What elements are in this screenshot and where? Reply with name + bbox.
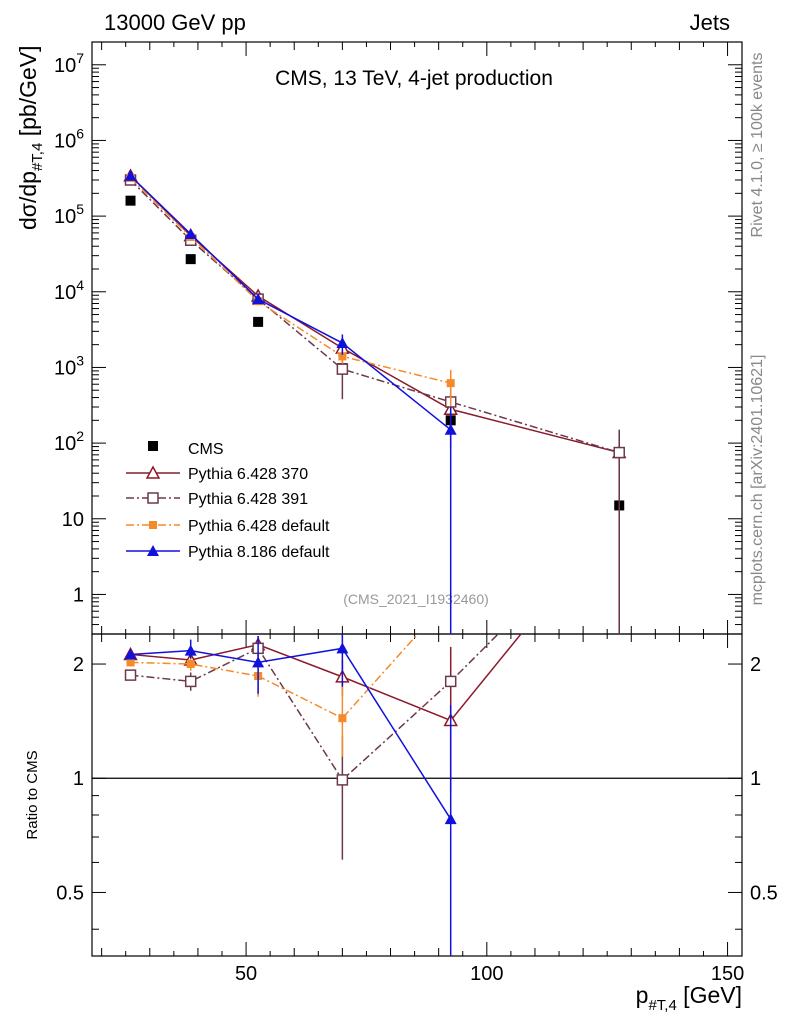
main-y-tick-label: 107 [54,50,84,77]
main-y-tick-label: 102 [54,428,84,455]
legend-marker-py6-391 [147,492,159,504]
main-y-tick-label: 10 [62,509,84,531]
ratio-point-py6-default [186,660,195,669]
legend-marker-py6-default [149,521,157,529]
data-point-py6-default [446,379,455,388]
series-line-py6-391 [129,179,620,454]
ratio-point-py6-default [338,714,347,723]
ratio-y-tick-label-right: 1 [750,768,761,790]
header-right-label: Jets [690,10,730,35]
ratio-y-tick-label-right: 2 [750,654,761,676]
ratio-point-py6-391 [336,774,349,786]
data-point-py8-default [336,337,349,349]
legend-label-cms: CMS [188,441,224,458]
legend-marker-py8-default [147,545,159,556]
ratio-plot-frame [91,633,743,957]
ratio-line-py6-370 [130,634,522,722]
header-left-label: 13000 GeV pp [104,10,246,35]
x-tick-label: 100 [470,963,503,985]
legend-label-py6-default: Pythia 6.428 default [188,518,330,535]
ratio-y-tick-label-right: 0.5 [750,882,778,904]
data-point-py8-default [184,228,197,240]
ratio-line-py8-default [130,647,452,820]
data-point-py8-default [124,169,137,181]
ratio-y-tick-label: 1 [73,768,84,790]
chart-title: CMS, 13 TeV, 4-jet production [275,67,553,90]
data-point-py6-391 [336,363,349,375]
ratio-point-py6-391 [444,675,457,688]
data-point-cms [125,195,136,206]
plot-area: 50 100 150 1 10 102 103 104 105 106 107 0.5 0.5 1 1 2 2 [54,41,778,985]
ratio-point-py6-default [126,658,135,667]
x-axis-label: p#T,4 [GeV] [636,982,742,1014]
data-point-cms [185,254,196,265]
legend-marker-py6-370 [145,465,161,479]
main-y-tick-label: 104 [54,277,84,304]
analysis-id-label: (CMS_2021_I1932460) [343,591,489,607]
main-y-tick-label: 105 [54,201,84,228]
ratio-y-tick-label: 2 [73,654,84,676]
x-tick-label: 150 [711,963,744,985]
ratio-y-tick-label: 0.5 [56,882,84,904]
legend-marker-cms [148,441,158,451]
ratio-point-py8-default [252,656,265,668]
data-point-py8-default [252,293,265,305]
rivet-version-label: Rivet 4.1.0, ≥ 100k events [749,53,766,238]
ratio-point-py8-default [184,644,197,656]
ratio-y-axis-label: Ratio to CMS [24,750,41,839]
ratio-point-py8-default [444,813,457,825]
main-y-tick-label: 1 [73,584,84,606]
main-y-axis-label: dσ/dp#T,4 [pb/GeV] [15,46,46,231]
data-point-py6-default [338,352,347,361]
ratio-series-group [123,634,522,956]
data-point-py6-391 [613,446,625,459]
ratio-point-py8-default [336,642,349,654]
data-point-cms [253,316,264,327]
series-line-py6-default [129,177,451,384]
legend-label-py8-default: Pythia 8.186 default [188,544,330,561]
mcplots-label: mcplots.cern.ch [arXiv:2401.10621] [749,355,766,606]
ratio-point-py6-391 [124,669,137,681]
main-series-group [123,168,627,634]
legend-label-py6-391: Pythia 6.428 391 [188,491,308,508]
series-line-py6-370 [129,175,620,454]
legend: CMS Pythia 6.428 370 Pythia 6.428 391 Py… [126,441,330,561]
ratio-point-py6-391 [184,675,197,688]
legend-label-py6-370: Pythia 6.428 370 [188,466,308,483]
series-line-py8-default [129,175,452,431]
ratio-line-py6-391 [130,634,500,782]
ratio-point-py8-default [124,648,137,660]
main-y-tick-label: 106 [54,125,84,152]
main-y-tick-label: 103 [54,352,84,379]
data-point-py8-default [444,423,457,435]
x-tick-label: 50 [235,963,257,985]
